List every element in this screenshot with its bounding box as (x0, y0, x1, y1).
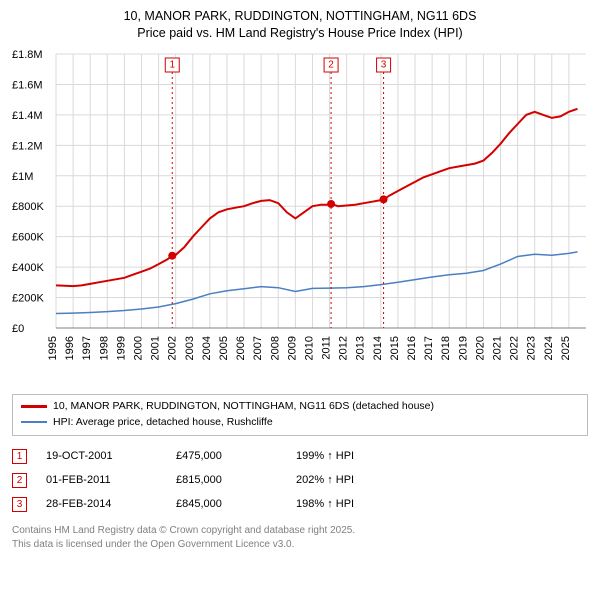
svg-text:2003: 2003 (184, 336, 196, 360)
legend-item-2: HPI: Average price, detached house, Rush… (21, 415, 579, 431)
svg-text:£0: £0 (12, 323, 24, 335)
svg-text:1: 1 (169, 59, 175, 70)
svg-text:3: 3 (381, 59, 387, 70)
chart-container: 10, MANOR PARK, RUDDINGTON, NOTTINGHAM, … (0, 0, 600, 555)
svg-text:£1.2M: £1.2M (12, 140, 43, 152)
svg-text:2021: 2021 (492, 336, 504, 360)
svg-text:2: 2 (328, 59, 334, 70)
svg-text:2010: 2010 (303, 336, 315, 360)
footer-line-2: This data is licensed under the Open Gov… (12, 538, 588, 552)
sale-hpi: 199% ↑ HPI (296, 450, 416, 462)
svg-text:2011: 2011 (321, 336, 333, 360)
sale-price: £475,000 (176, 450, 296, 462)
legend-label-2: HPI: Average price, detached house, Rush… (53, 415, 273, 431)
svg-text:1999: 1999 (115, 336, 127, 360)
svg-text:£200K: £200K (12, 292, 44, 304)
svg-text:2006: 2006 (235, 336, 247, 360)
svg-text:£1.8M: £1.8M (12, 49, 43, 61)
svg-text:1995: 1995 (47, 336, 59, 360)
chart-title: 10, MANOR PARK, RUDDINGTON, NOTTINGHAM, … (12, 8, 588, 42)
svg-text:2020: 2020 (474, 336, 486, 360)
svg-text:2018: 2018 (440, 336, 452, 360)
legend-swatch-series1 (21, 405, 47, 408)
svg-text:1996: 1996 (64, 336, 76, 360)
sale-hpi: 198% ↑ HPI (296, 498, 416, 510)
sale-badge-1: 1 (12, 449, 27, 464)
svg-text:2017: 2017 (423, 336, 435, 360)
legend-swatch-series2 (21, 421, 47, 423)
svg-text:2019: 2019 (457, 336, 469, 360)
sale-date: 19-OCT-2001 (46, 450, 176, 462)
legend-label-1: 10, MANOR PARK, RUDDINGTON, NOTTINGHAM, … (53, 399, 434, 415)
svg-text:2015: 2015 (389, 336, 401, 360)
sale-date: 28-FEB-2014 (46, 498, 176, 510)
svg-text:2004: 2004 (201, 336, 213, 360)
svg-text:2013: 2013 (355, 336, 367, 360)
svg-text:1997: 1997 (81, 336, 93, 360)
chart-plot-area: £0 £200K £400K £600K £800K £1M £1.2M £1.4M £1.6M… (12, 48, 588, 388)
svg-text:2002: 2002 (167, 336, 179, 360)
sale-price: £845,000 (176, 498, 296, 510)
legend-item-1: 10, MANOR PARK, RUDDINGTON, NOTTINGHAM, … (21, 399, 579, 415)
svg-text:2025: 2025 (560, 336, 572, 360)
svg-text:1998: 1998 (98, 336, 110, 360)
legend: 10, MANOR PARK, RUDDINGTON, NOTTINGHAM, … (12, 394, 588, 437)
sale-date: 01-FEB-2011 (46, 474, 176, 486)
footer-line-1: Contains HM Land Registry data © Crown c… (12, 524, 588, 538)
svg-text:2007: 2007 (252, 336, 264, 360)
sale-hpi: 202% ↑ HPI (296, 474, 416, 486)
svg-text:2023: 2023 (526, 336, 538, 360)
svg-text:2012: 2012 (338, 336, 350, 360)
sale-badge-2: 2 (12, 473, 27, 488)
svg-text:2016: 2016 (406, 336, 418, 360)
svg-text:£400K: £400K (12, 262, 44, 274)
svg-text:2000: 2000 (132, 336, 144, 360)
title-line-2: Price paid vs. HM Land Registry's House … (12, 25, 588, 42)
svg-text:£1.4M: £1.4M (12, 110, 43, 122)
sales-row: 2 01-FEB-2011 £815,000 202% ↑ HPI (12, 468, 588, 492)
svg-text:2009: 2009 (286, 336, 298, 360)
svg-text:2014: 2014 (372, 336, 384, 360)
svg-text:2001: 2001 (150, 336, 162, 360)
footer-attribution: Contains HM Land Registry data © Crown c… (12, 524, 588, 551)
sales-table: 1 19-OCT-2001 £475,000 199% ↑ HPI 2 01-F… (12, 444, 588, 516)
svg-text:2024: 2024 (543, 336, 555, 360)
chart-svg: £0 £200K £400K £600K £800K £1M £1.2M £1.4M £1.6M… (12, 48, 588, 388)
svg-text:2005: 2005 (218, 336, 230, 360)
svg-text:£600K: £600K (12, 231, 44, 243)
svg-text:£800K: £800K (12, 201, 44, 213)
svg-text:£1M: £1M (12, 171, 33, 183)
title-line-1: 10, MANOR PARK, RUDDINGTON, NOTTINGHAM, … (12, 8, 588, 25)
svg-text:£1.6M: £1.6M (12, 79, 43, 91)
svg-text:2022: 2022 (509, 336, 521, 360)
svg-text:2008: 2008 (269, 336, 281, 360)
sale-badge-3: 3 (12, 497, 27, 512)
sale-price: £815,000 (176, 474, 296, 486)
sales-row: 1 19-OCT-2001 £475,000 199% ↑ HPI (12, 444, 588, 468)
sales-row: 3 28-FEB-2014 £845,000 198% ↑ HPI (12, 492, 588, 516)
